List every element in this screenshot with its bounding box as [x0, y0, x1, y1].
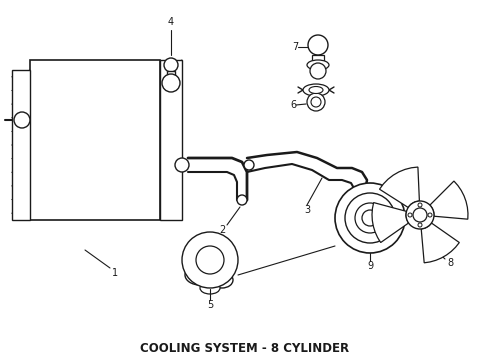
Circle shape: [237, 195, 247, 205]
Polygon shape: [380, 167, 419, 207]
Bar: [167, 71, 175, 81]
Circle shape: [408, 213, 412, 217]
Circle shape: [335, 183, 405, 253]
Bar: [312, 55, 324, 63]
Bar: [30, 60, 160, 220]
Circle shape: [162, 74, 180, 92]
Circle shape: [355, 203, 385, 233]
Ellipse shape: [185, 265, 215, 285]
Circle shape: [175, 158, 189, 172]
Circle shape: [164, 58, 178, 72]
Ellipse shape: [303, 84, 329, 96]
Circle shape: [182, 232, 238, 288]
Polygon shape: [421, 223, 459, 263]
Circle shape: [345, 193, 395, 243]
Circle shape: [354, 191, 364, 201]
Circle shape: [362, 210, 378, 226]
Circle shape: [14, 112, 30, 128]
Circle shape: [311, 97, 321, 107]
Text: 1: 1: [112, 268, 118, 278]
Text: 5: 5: [207, 300, 213, 310]
Circle shape: [244, 160, 254, 170]
Circle shape: [418, 203, 422, 207]
Bar: [160, 60, 182, 220]
Circle shape: [406, 201, 434, 229]
Circle shape: [196, 246, 224, 274]
Text: 4: 4: [168, 17, 174, 27]
Text: 2: 2: [219, 225, 225, 235]
Text: 3: 3: [304, 205, 310, 215]
Circle shape: [428, 213, 432, 217]
Ellipse shape: [211, 272, 233, 288]
Circle shape: [413, 208, 427, 222]
Circle shape: [307, 93, 325, 111]
Text: 8: 8: [447, 258, 453, 268]
Ellipse shape: [309, 86, 323, 94]
Text: 7: 7: [292, 42, 298, 52]
Ellipse shape: [307, 60, 329, 70]
Ellipse shape: [200, 282, 220, 294]
Bar: [12, 70, 30, 220]
Text: COOLING SYSTEM - 8 CYLINDER: COOLING SYSTEM - 8 CYLINDER: [141, 342, 349, 355]
Text: 9: 9: [367, 261, 373, 271]
Polygon shape: [372, 203, 409, 243]
Text: 6: 6: [290, 100, 296, 110]
Polygon shape: [430, 181, 468, 219]
Circle shape: [310, 63, 326, 79]
Circle shape: [308, 35, 328, 55]
Circle shape: [418, 223, 422, 227]
